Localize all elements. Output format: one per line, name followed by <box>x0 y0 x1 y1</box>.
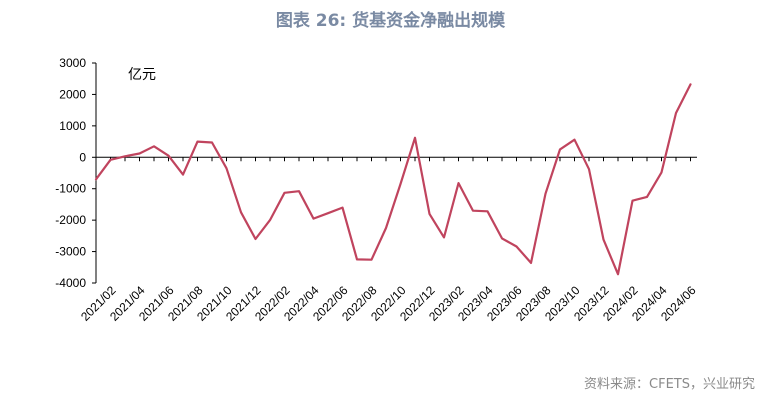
y-axis: 3000 2000 1000 0 -1000 -2000 -3000 -4000 <box>55 56 97 290</box>
y-tick-label: -2000 <box>55 213 86 227</box>
y-tick-label: 3000 <box>59 56 86 70</box>
y-tick-label: 2000 <box>59 87 86 101</box>
y-tick-label: -3000 <box>55 245 86 259</box>
source-note: 资料来源：CFETS，兴业研究 <box>584 377 755 392</box>
y-tick-label: -1000 <box>55 182 86 196</box>
unit-label: 亿元 <box>128 67 156 83</box>
series-line-group <box>94 83 692 276</box>
y-tick-label: 1000 <box>59 119 86 133</box>
series-line <box>94 83 692 276</box>
y-tick-label: 0 <box>79 150 86 164</box>
y-tick-label: -4000 <box>55 276 86 290</box>
chart-title: 图表 26: 货基资金净融出规模 <box>275 11 506 31</box>
x-axis: 2021/022021/042021/062021/082021/102021/… <box>78 156 699 324</box>
